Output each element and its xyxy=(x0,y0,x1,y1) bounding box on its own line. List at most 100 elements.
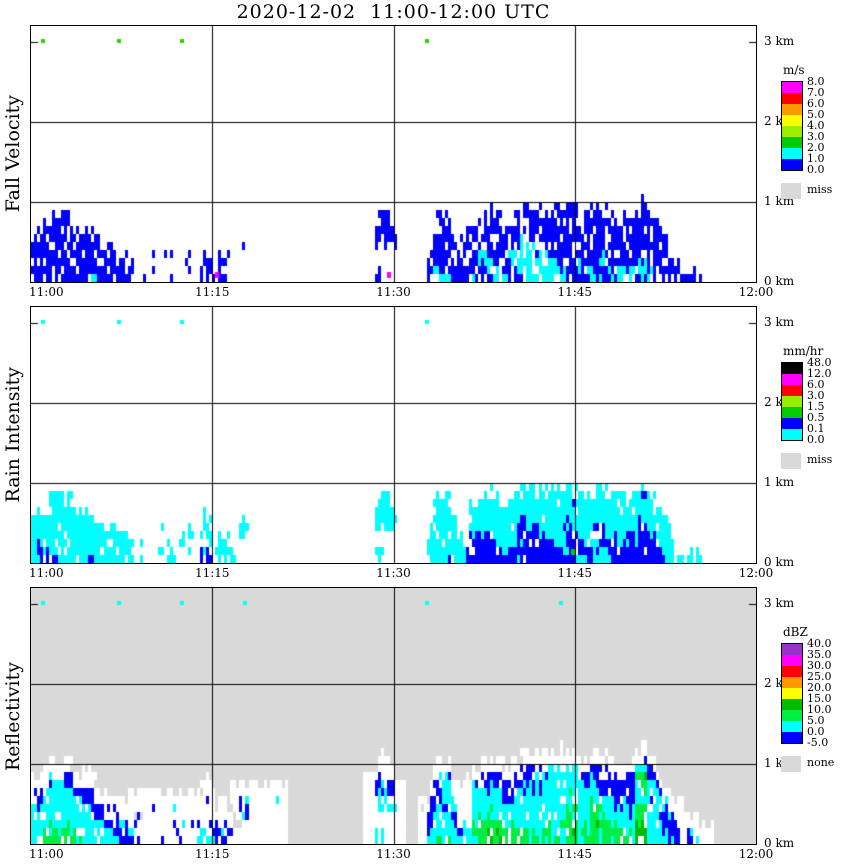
y-tick-label: 0 km xyxy=(764,274,795,288)
legend-tick-label: 48.0 xyxy=(807,356,832,369)
legend-color-cell xyxy=(782,396,802,407)
heatmap-canvas-fall-velocity xyxy=(31,26,756,282)
legend-missing-swatch xyxy=(781,183,801,199)
legend-missing-label: miss xyxy=(807,453,833,466)
x-tick-label: 11:45 xyxy=(557,847,593,861)
y-tick-label: 0 km xyxy=(764,836,795,850)
legend-color-cell xyxy=(782,126,802,137)
legend-tick-label: 7.0 xyxy=(807,86,825,99)
legend-tick-label: 25.0 xyxy=(807,670,832,683)
x-tick-label: 11:45 xyxy=(557,285,593,299)
y-tick-label: 3 km xyxy=(764,315,795,329)
heatmap-canvas-rain-intensity xyxy=(31,307,756,563)
legend-rain-intensity: mm/hr 48.0 12.0 6.0 3.0 1.5 0.5 0.1 0.0 miss xyxy=(781,344,845,584)
legend-tick-label: 0.1 xyxy=(807,422,825,435)
legend-color-cell xyxy=(782,148,802,159)
legend-color-cell xyxy=(782,137,802,148)
panel-axis-title-text: Rain Intensity xyxy=(2,367,24,503)
legend-missing-label: miss xyxy=(807,183,833,196)
legend-tick-label: 12.0 xyxy=(807,367,832,380)
x-tick-label: 11:15 xyxy=(194,285,230,299)
legend-tick-label: 35.0 xyxy=(807,648,832,661)
legend-tick-label: 10.0 xyxy=(807,703,832,716)
legend-tick-label: 4.0 xyxy=(807,119,825,132)
legend-tick-label: 6.0 xyxy=(807,97,825,110)
legend-tick-label: 8.0 xyxy=(807,75,825,88)
legend-color-cell xyxy=(782,644,802,655)
legend-fall-velocity: m/s 8.0 7.0 6.0 5.0 4.0 3.0 2.0 1.0 0.0 miss xyxy=(781,63,845,303)
legend-reflectivity: dBZ 40.0 35.0 30.0 25.0 20.0 15.0 10.0 5.0 0.0 -5.… xyxy=(781,625,845,865)
panel-axis-title-reflectivity: Reflectivity xyxy=(0,587,26,845)
plot-area-reflectivity: 11:00 11:15 11:30 11:45 12:00 0 km 1 km 2 km 3 k… xyxy=(29,587,794,861)
legend-tick-label: 40.0 xyxy=(807,637,832,650)
legend-colorbar xyxy=(781,643,803,744)
legend-color-cell xyxy=(782,677,802,688)
legend-units-label: m/s xyxy=(783,63,805,77)
legend-tick-label: 1.0 xyxy=(807,152,825,165)
panel-axis-title-text: Reflectivity xyxy=(2,661,24,771)
legend-color-cell xyxy=(782,710,802,721)
plot-area-rain-intensity: 11:00 11:15 11:30 11:45 12:00 0 km 1 km 2 km 3 k… xyxy=(29,306,794,580)
legend-tick-label: -5.0 xyxy=(807,736,829,749)
panel-axis-title-fall-velocity: Fall Velocity xyxy=(0,25,26,283)
legend-tick-label: 20.0 xyxy=(807,681,832,694)
heatmap-canvas-reflectivity xyxy=(31,588,756,844)
legend-tick-label: 0.0 xyxy=(807,163,825,176)
panel-rain-intensity: Rain Intensity 11:00 11:15 11:30 11:45 12:00… xyxy=(0,306,850,606)
legend-color-cell xyxy=(782,104,802,115)
legend-tick-label: 0.0 xyxy=(807,433,825,446)
legend-tick-label: 2.0 xyxy=(807,141,825,154)
legend-tick-label: 15.0 xyxy=(807,692,832,705)
legend-tick-label: 5.0 xyxy=(807,714,825,727)
legend-color-cell xyxy=(782,407,802,418)
legend-color-cell xyxy=(782,363,802,374)
legend-color-cell xyxy=(782,159,802,170)
x-tick-label: 11:30 xyxy=(376,285,411,299)
legend-tick-label: 1.5 xyxy=(807,400,825,413)
x-tick-label: 11:30 xyxy=(376,847,411,861)
legend-units-label: mm/hr xyxy=(783,344,824,358)
x-tick-label: 11:00 xyxy=(29,566,64,580)
legend-units-label: dBZ xyxy=(783,625,808,639)
y-tick-label: 1 km xyxy=(764,475,795,489)
y-tick-label: 3 km xyxy=(764,34,795,48)
legend-color-cell xyxy=(782,93,802,104)
legend-color-cell xyxy=(782,688,802,699)
legend-color-cell xyxy=(782,699,802,710)
legend-color-cell xyxy=(782,732,802,743)
figure-title: 2020-12-02 11:00-12:00 UTC xyxy=(236,1,551,23)
x-tick-label: 11:15 xyxy=(194,566,230,580)
y-tick-label: 0 km xyxy=(764,555,795,569)
x-tick-label: 11:00 xyxy=(29,847,64,861)
legend-color-cell xyxy=(782,418,802,429)
legend-colorbar xyxy=(781,81,803,171)
legend-tick-label: 5.0 xyxy=(807,108,825,121)
legend-tick-label: 3.0 xyxy=(807,130,825,143)
legend-color-cell xyxy=(782,385,802,396)
legend-tick-label: 3.0 xyxy=(807,389,825,402)
x-tick-label: 11:30 xyxy=(376,566,411,580)
legend-tick-label: 6.0 xyxy=(807,378,825,391)
legend-color-cell xyxy=(782,82,802,93)
x-tick-label: 12:00 xyxy=(738,285,774,299)
legend-tick-label: 30.0 xyxy=(807,659,832,672)
legend-missing-swatch xyxy=(781,756,801,772)
legend-color-cell xyxy=(782,666,802,677)
plot-area-fall-velocity: 11:00 11:15 11:30 11:45 12:00 0 km 1 km 2 km 3 k… xyxy=(29,25,794,299)
x-tick-label: 11:45 xyxy=(557,566,593,580)
panel-reflectivity: Reflectivity 11:00 11:15 11:30 11:45 12:00 0 … xyxy=(0,587,850,868)
legend-color-cell xyxy=(782,429,802,440)
legend-color-cell xyxy=(782,655,802,666)
legend-color-cell xyxy=(782,115,802,126)
x-tick-label: 11:00 xyxy=(29,285,64,299)
legend-color-cell xyxy=(782,721,802,732)
legend-color-cell xyxy=(782,374,802,385)
legend-missing-label: none xyxy=(807,756,835,769)
panel-axis-title-text: Fall Velocity xyxy=(2,95,24,213)
legend-missing-swatch xyxy=(781,453,801,469)
panel-fall-velocity: Fall Velocity 11:00 11:15 11:30 11:45 12:00 0… xyxy=(0,25,850,325)
x-tick-label: 11:15 xyxy=(194,847,230,861)
x-tick-label: 12:00 xyxy=(738,566,774,580)
legend-colorbar xyxy=(781,362,803,441)
